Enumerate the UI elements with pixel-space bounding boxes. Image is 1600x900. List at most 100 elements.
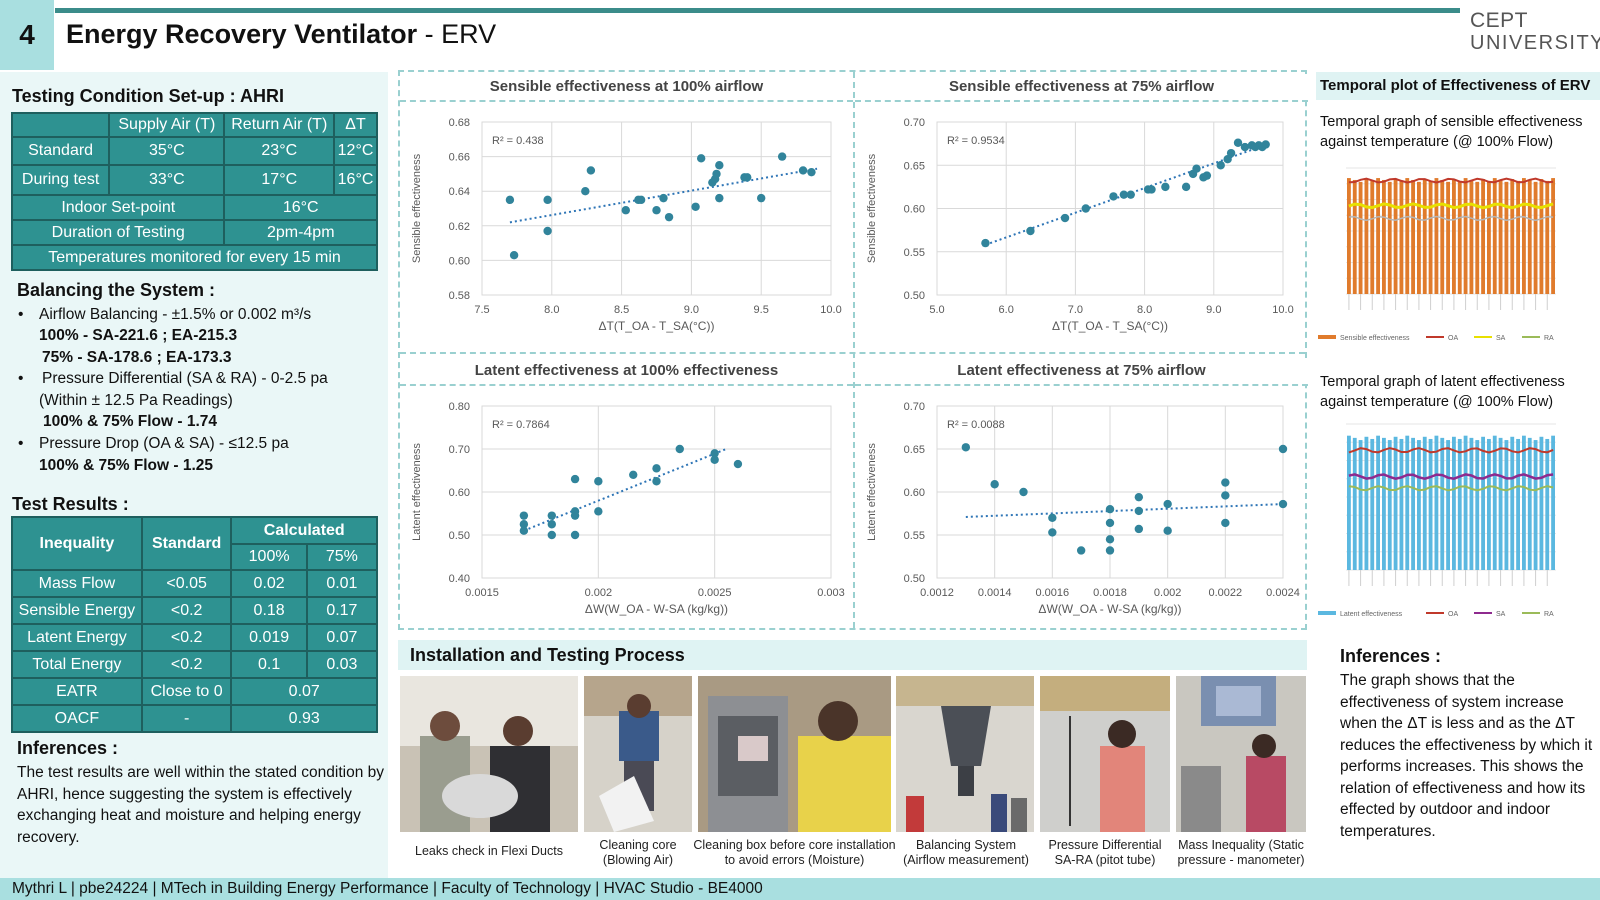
plot-frame xyxy=(936,405,1284,579)
data-point xyxy=(990,480,999,489)
data-point xyxy=(1261,140,1270,149)
bullet-pressure-diff: • Pressure Differential (SA & RA) - 0-2.5… xyxy=(18,370,328,387)
result-100: 0.18 xyxy=(230,596,308,625)
result-name: EATR xyxy=(11,677,143,706)
y-axis-label: Latent effectiveness xyxy=(866,443,878,541)
cell-return: 23°C xyxy=(223,136,336,166)
r2-label: R² = 0.7864 xyxy=(492,419,550,431)
x-tick-label: 5.0 xyxy=(929,304,944,316)
data-point xyxy=(652,206,661,215)
result-name: Mass Flow xyxy=(11,569,143,598)
data-point xyxy=(1221,518,1230,528)
col-calculated: Calculated xyxy=(230,516,378,545)
testing-table: Supply Air (T) Return Air (T) ΔT Standar… xyxy=(10,112,378,271)
x-tick-label: 0.0025 xyxy=(698,587,732,599)
effectiveness-bar xyxy=(1370,438,1375,570)
x-tick-label: 0.0022 xyxy=(1209,587,1243,599)
x-axis-label: ΔW(W_OA - W-SA (kg/kg)) xyxy=(1038,602,1181,616)
x-tick-label: 0.0018 xyxy=(1093,587,1127,599)
temperature-line xyxy=(1348,485,1554,492)
effectiveness-bar xyxy=(1457,180,1462,294)
effectiveness-bar xyxy=(1440,179,1445,294)
effectiveness-bar xyxy=(1352,437,1357,570)
r2-label: R² = 0.0088 xyxy=(947,419,1005,431)
data-point xyxy=(1221,478,1230,487)
temporal-sensible-plot: Sensible effectiveness OA SA RA xyxy=(1318,167,1556,342)
data-point xyxy=(509,251,519,260)
data-point xyxy=(1134,492,1144,502)
effectiveness-bar xyxy=(1399,438,1404,570)
effectiveness-bar xyxy=(1545,438,1550,570)
chart-title: Latent effectiveness at 75% airflow xyxy=(855,358,1308,386)
duration-label: Duration of Testing xyxy=(10,219,226,246)
result-name: Latent Energy xyxy=(11,623,143,652)
data-point xyxy=(961,443,971,452)
data-point xyxy=(652,477,661,486)
effectiveness-bar xyxy=(1527,437,1532,570)
y-tick-label: 0.60 xyxy=(449,255,470,267)
x-tick-label: 9.0 xyxy=(1206,304,1221,316)
effectiveness-bar xyxy=(1533,440,1538,570)
y-tick-label: 0.70 xyxy=(449,444,470,456)
temporal-sub-sensible: Temporal graph of sensible effectiveness… xyxy=(1320,114,1583,150)
effectiveness-bar xyxy=(1434,435,1439,570)
data-point xyxy=(1278,444,1288,454)
x-tick-label: 7.5 xyxy=(474,304,489,316)
x-tick-label: 9.0 xyxy=(684,304,699,316)
data-point xyxy=(547,511,556,520)
col-75: 75% xyxy=(305,543,379,571)
r2-label: R² = 0.438 xyxy=(492,135,544,147)
effectiveness-bar xyxy=(1539,436,1544,570)
bullet-pressure-drop: • Pressure Drop (OA & SA) - ≤12.5 pa xyxy=(18,435,289,452)
chart-title: Sensible effectiveness at 100% airflow xyxy=(400,74,853,102)
chart-plot: 5.0 6.0 7.0 8.0 9.0 10.0 0.50 0.55 0.60 0.65 0.70 Δ… xyxy=(866,117,1294,333)
effectiveness-bar xyxy=(1347,178,1351,294)
effectiveness-bar xyxy=(1516,438,1520,570)
x-tick-label: 7.0 xyxy=(1068,304,1083,316)
effectiveness-bar xyxy=(1545,180,1550,294)
effectiveness-bar xyxy=(1504,181,1509,294)
legend-label: SA xyxy=(1496,611,1506,618)
y-tick-label: 0.60 xyxy=(449,487,470,499)
plot-frame xyxy=(936,121,1284,296)
data-point xyxy=(594,507,603,516)
effectiveness-bar xyxy=(1498,437,1503,570)
effectiveness-bar xyxy=(1551,178,1555,294)
y-tick-label: 0.55 xyxy=(904,247,925,259)
data-point xyxy=(1202,171,1212,180)
effectiveness-bar xyxy=(1440,437,1445,570)
effectiveness-bar xyxy=(1417,440,1421,570)
col-return: Return Air (T) xyxy=(223,112,336,138)
result-standard: - xyxy=(140,704,233,733)
x-tick-label: 0.0024 xyxy=(1266,587,1300,599)
effectiveness-bar xyxy=(1527,179,1532,294)
legend-label: OA xyxy=(1448,611,1458,618)
data-point xyxy=(757,193,766,203)
temporal-sub-latent: Temporal graph of latent effectiveness a… xyxy=(1320,374,1565,410)
effectiveness-bar xyxy=(1405,435,1410,570)
data-point xyxy=(1181,182,1191,192)
effectiveness-bar xyxy=(1533,181,1538,294)
x-tick-label: 0.002 xyxy=(1154,587,1182,599)
effectiveness-bar xyxy=(1510,179,1515,294)
airflow-75: 75% - SA-178.6 ; EA-173.3 xyxy=(42,349,232,366)
testing-heading: Testing Condition Set-up : AHRI xyxy=(12,86,284,106)
chart-title: Sensible effectiveness at 75% airflow xyxy=(855,74,1308,102)
data-point xyxy=(807,167,816,177)
data-point xyxy=(519,520,529,529)
data-point xyxy=(543,226,552,236)
effectiveness-bar xyxy=(1492,435,1497,570)
x-axis-label: ΔT(T_OA - T_SA(°C)) xyxy=(599,319,715,333)
effectiveness-bar xyxy=(1522,178,1526,294)
effectiveness-bar xyxy=(1382,437,1386,570)
photo-mass-inequality xyxy=(1176,676,1306,832)
col-standard: Standard xyxy=(140,516,233,571)
result-name: Sensible Energy xyxy=(11,596,143,625)
legend-label: Sensible effectiveness xyxy=(1340,335,1410,342)
caption-mass-inequality: Mass Inequality (Static pressure - manom… xyxy=(1177,838,1305,867)
result-standard: <0.05 xyxy=(140,569,233,598)
x-tick-label: 8.5 xyxy=(614,304,629,316)
right-inferences-heading: Inferences : xyxy=(1340,646,1442,666)
cell-delta: 16°C xyxy=(333,164,378,196)
header-rule xyxy=(55,8,1460,13)
